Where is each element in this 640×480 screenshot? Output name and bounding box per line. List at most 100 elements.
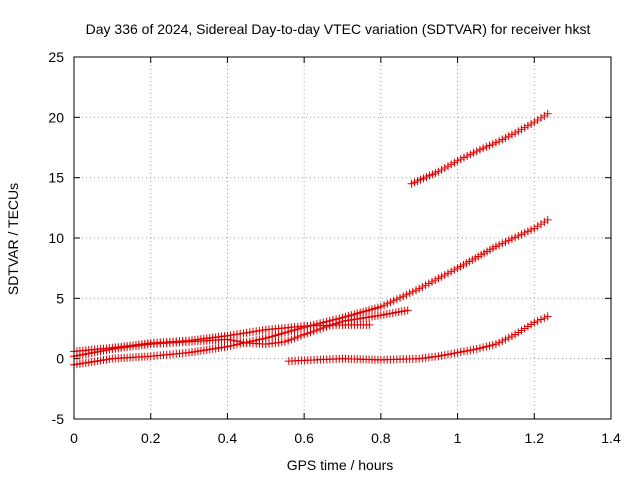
data-point <box>498 239 507 248</box>
data-point <box>517 125 526 134</box>
data-point <box>319 323 328 332</box>
data-point <box>540 313 549 322</box>
data-point <box>415 284 424 293</box>
data-point <box>475 145 484 154</box>
x-tick-label: 0 <box>70 430 78 446</box>
data-point <box>517 326 526 335</box>
data-point <box>312 326 321 335</box>
data-point <box>233 330 242 339</box>
y-tick-labels: -5 0 5 10 15 20 25 <box>48 49 64 427</box>
data-point <box>316 325 325 334</box>
data-point <box>434 167 443 176</box>
x-axis-label: GPS time / hours <box>287 457 394 473</box>
data-point <box>475 344 484 353</box>
data-point <box>533 222 542 231</box>
data-point <box>520 228 529 237</box>
data-point <box>300 330 309 339</box>
data-point <box>268 332 277 341</box>
x-tick-label: 1 <box>454 430 462 446</box>
data-point <box>376 302 385 311</box>
data-point <box>443 162 452 171</box>
data-point <box>255 326 264 335</box>
data-point <box>328 320 337 329</box>
data-point <box>511 129 520 138</box>
data-point <box>418 282 427 291</box>
data-point <box>223 342 232 351</box>
data-point <box>443 269 452 278</box>
data-point <box>437 351 446 360</box>
data-point <box>459 153 468 162</box>
data-point <box>408 287 417 296</box>
data-point <box>507 332 516 341</box>
data-point <box>540 218 549 227</box>
data-point <box>431 276 440 285</box>
y-tick-label: 15 <box>48 170 64 186</box>
data-point <box>412 286 421 295</box>
data-point <box>543 215 552 224</box>
data-point <box>233 337 242 346</box>
data-point <box>421 281 430 290</box>
data-point <box>309 327 318 336</box>
data-point <box>447 160 456 169</box>
data-point <box>453 156 462 165</box>
data-point <box>485 341 494 350</box>
data-point <box>520 324 529 333</box>
series-low <box>284 312 552 366</box>
data-point <box>303 329 312 338</box>
data-point <box>523 227 532 236</box>
data-point <box>440 271 449 280</box>
y-tick-label: 0 <box>56 351 64 367</box>
data-point <box>428 277 436 286</box>
data-point <box>536 113 545 122</box>
data-point <box>536 220 545 229</box>
data-point <box>543 109 552 118</box>
y-tick-label: 20 <box>48 109 64 125</box>
data-point <box>514 328 523 337</box>
data-point <box>399 292 408 301</box>
data-point <box>495 338 504 347</box>
data-point <box>242 328 251 337</box>
data-point <box>469 148 478 157</box>
data-point <box>501 335 510 344</box>
data-point <box>540 111 549 120</box>
data-point <box>498 336 507 345</box>
data-point <box>530 224 539 233</box>
data-point <box>434 352 443 361</box>
data-point <box>491 242 500 251</box>
x-tick-label: 0.2 <box>141 430 161 446</box>
data-point <box>517 230 526 239</box>
x-tick-label: 0.6 <box>294 430 314 446</box>
data-point <box>527 320 536 329</box>
data-point <box>530 318 539 327</box>
data-point <box>365 320 374 329</box>
data-point <box>469 345 478 354</box>
data-point <box>290 334 299 343</box>
data-point <box>530 118 539 127</box>
data-point <box>491 340 500 349</box>
x-tick-label: 0.8 <box>371 430 391 446</box>
data-point <box>520 123 529 132</box>
data-point <box>482 142 491 151</box>
data-point <box>280 337 289 346</box>
data-point <box>424 279 433 288</box>
data-point <box>527 225 536 234</box>
data-point <box>389 296 398 305</box>
data-point <box>402 290 411 299</box>
data-point <box>403 306 412 315</box>
data-point <box>456 155 465 164</box>
data-point <box>501 237 510 246</box>
data-point <box>504 236 513 245</box>
data-point <box>443 350 452 359</box>
data-point <box>223 335 232 344</box>
data-point <box>488 140 497 149</box>
data-point <box>463 151 472 160</box>
data-point <box>226 335 235 344</box>
data-point <box>335 318 344 327</box>
data-point <box>239 338 248 347</box>
y-tick-label: 10 <box>48 230 64 246</box>
data-point <box>466 150 475 159</box>
data-point <box>437 272 446 281</box>
data-point <box>482 342 491 351</box>
data-point <box>495 137 504 146</box>
